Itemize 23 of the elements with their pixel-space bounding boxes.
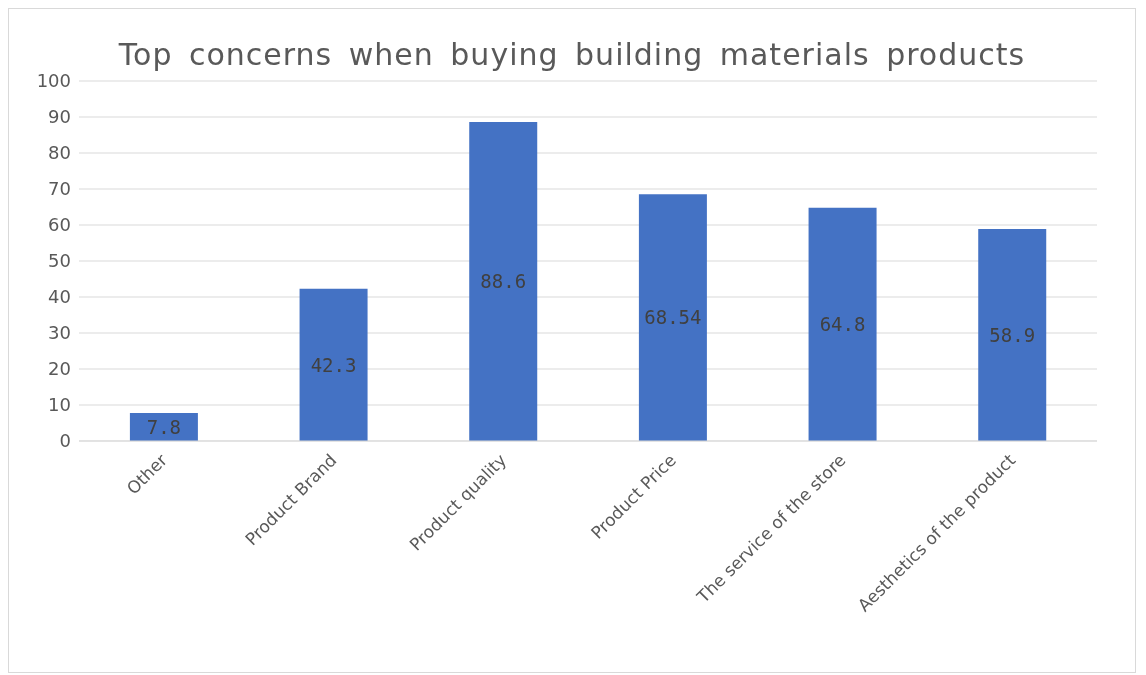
y-tick-label: 60: [48, 214, 71, 236]
y-tick-label: 80: [48, 142, 71, 164]
data-label: 7.8: [146, 415, 182, 438]
y-tick-label: 10: [48, 394, 71, 416]
bar: [978, 228, 1047, 441]
bar: [638, 194, 707, 441]
bar: [469, 122, 538, 441]
y-tick-label: 40: [48, 286, 71, 308]
y-tick-label: 20: [48, 358, 71, 380]
y-tick-label: 90: [48, 106, 71, 128]
y-tick-label: 100: [36, 70, 71, 92]
bar: [299, 288, 368, 441]
data-label: 42.3: [310, 353, 357, 376]
y-tick-label: 70: [48, 178, 71, 200]
data-label: 58.9: [989, 323, 1036, 346]
bar: [808, 207, 877, 441]
data-label: 68.54: [644, 306, 702, 329]
y-tick-label: 30: [48, 322, 71, 344]
y-tick-label: 50: [48, 250, 71, 272]
chart-title: Top concerns when buying building materials products: [117, 36, 1027, 72]
data-label: 64.8: [819, 313, 866, 336]
data-label: 88.6: [480, 270, 527, 293]
y-tick-label: 0: [59, 430, 71, 452]
